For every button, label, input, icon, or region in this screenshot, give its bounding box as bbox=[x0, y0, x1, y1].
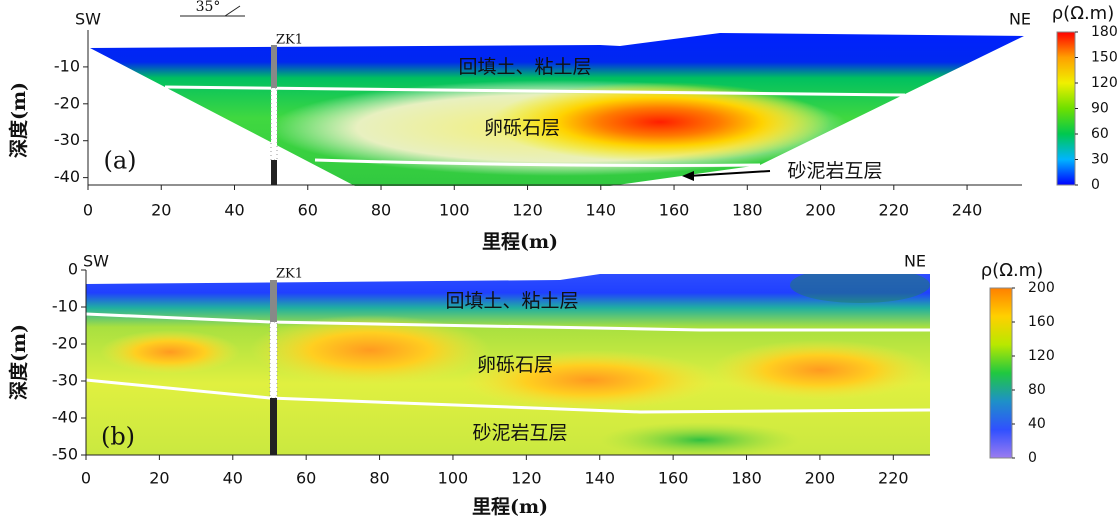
y-tick-label: -30 bbox=[52, 371, 78, 390]
x-tick-label: 160 bbox=[658, 469, 689, 488]
x-tick-label: 80 bbox=[371, 201, 391, 220]
x-tick-label: 120 bbox=[512, 201, 543, 220]
x-tick-label: 160 bbox=[659, 201, 690, 220]
y-tick-label: -40 bbox=[54, 167, 80, 186]
colorbar-tick-label: 90 bbox=[1091, 101, 1109, 117]
layer-label: 回填土、粘土层 bbox=[458, 56, 591, 78]
y-tick-label: -20 bbox=[54, 93, 80, 112]
borehole-label: ZK1 bbox=[276, 33, 303, 48]
colorbar-tick-label: 0 bbox=[1028, 450, 1037, 466]
section-fill bbox=[86, 274, 930, 455]
x-tick-label: 220 bbox=[878, 469, 909, 488]
x-axis-title: 里程(m) bbox=[472, 496, 548, 518]
colorbar-tick-label: 200 bbox=[1028, 280, 1055, 296]
arrow bbox=[682, 170, 771, 181]
y-tick-label: -50 bbox=[52, 445, 78, 464]
x-tick-label: 200 bbox=[805, 201, 836, 220]
x-tick-label: 80 bbox=[369, 469, 389, 488]
layer-label: 回填土、粘土层 bbox=[445, 290, 578, 312]
borehole-label: ZK1 bbox=[276, 267, 303, 282]
x-tick-label: 20 bbox=[151, 201, 171, 220]
colorbar-tick-label: 0 bbox=[1091, 177, 1100, 193]
colorbar-tick-label: 80 bbox=[1028, 382, 1046, 398]
colorbar-tick-label: 30 bbox=[1091, 152, 1109, 168]
colorbar bbox=[989, 287, 1013, 459]
layer-label: 砂泥岩互层 bbox=[787, 160, 882, 182]
layer-label: 砂泥岩互层 bbox=[472, 422, 567, 444]
x-tick-label: 140 bbox=[584, 469, 615, 488]
layer-label: 卵砾石层 bbox=[477, 354, 553, 376]
y-axis-title: 深度(m) bbox=[7, 82, 30, 158]
x-tick-label: 40 bbox=[224, 201, 244, 220]
x-tick-label: 240 bbox=[952, 201, 983, 220]
borehole bbox=[269, 45, 278, 455]
y-tick-label: -20 bbox=[52, 334, 78, 353]
x-tick-label: 140 bbox=[586, 201, 617, 220]
x-tick-label: 0 bbox=[83, 201, 93, 220]
x-axis-title: 里程(m) bbox=[482, 231, 558, 253]
x-tick-label: 100 bbox=[438, 469, 469, 488]
colorbar-tick-label: 160 bbox=[1028, 314, 1055, 330]
y-tick-label: -10 bbox=[52, 297, 78, 316]
x-tick-label: 200 bbox=[805, 469, 836, 488]
y-axis-title: 深度(m) bbox=[7, 324, 30, 400]
panel-label: (a) bbox=[103, 147, 136, 175]
panel-label: (b) bbox=[101, 423, 135, 451]
strike-symbol bbox=[180, 5, 245, 17]
layer-boundaries bbox=[85, 85, 931, 414]
colorbar-title: ρ(Ω.m) bbox=[1052, 3, 1114, 24]
x-tick-label: 40 bbox=[223, 469, 243, 488]
y-tick-label: -40 bbox=[52, 408, 78, 427]
colorbar-tick-label: 60 bbox=[1091, 126, 1109, 142]
x-tick-label: 60 bbox=[296, 469, 316, 488]
colorbar-tick-label: 40 bbox=[1028, 416, 1046, 432]
colorbar-tick-label: 150 bbox=[1091, 50, 1118, 66]
colorbar-tick-label: 120 bbox=[1028, 348, 1055, 364]
x-tick-label: 180 bbox=[731, 469, 762, 488]
direction-label: SW bbox=[75, 10, 101, 29]
x-tick-label: 120 bbox=[511, 469, 542, 488]
y-tick-label: -10 bbox=[54, 56, 80, 75]
colorbar-tick-label: 180 bbox=[1091, 24, 1118, 40]
strike-label: 35° bbox=[196, 0, 221, 15]
x-tick-label: 220 bbox=[879, 201, 910, 220]
x-tick-label: 20 bbox=[149, 469, 169, 488]
direction-label: NE bbox=[904, 252, 926, 271]
colorbar bbox=[1056, 31, 1076, 186]
direction-label: NE bbox=[1009, 10, 1031, 29]
x-tick-label: 100 bbox=[439, 201, 470, 220]
y-tick-label: -30 bbox=[54, 130, 80, 149]
direction-label: SW bbox=[83, 252, 109, 271]
x-tick-label: 0 bbox=[81, 469, 91, 488]
x-tick-label: 180 bbox=[732, 201, 763, 220]
colorbar-tick-label: 120 bbox=[1091, 75, 1118, 91]
layer-label: 卵砾石层 bbox=[484, 117, 560, 139]
colorbar-title: ρ(Ω.m) bbox=[981, 260, 1043, 281]
y-tick-label: 0 bbox=[68, 260, 78, 279]
x-tick-label: 60 bbox=[298, 201, 318, 220]
